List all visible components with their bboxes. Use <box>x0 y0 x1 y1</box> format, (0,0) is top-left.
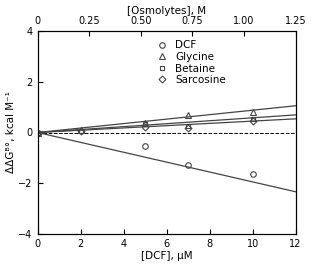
Legend: DCF, Glycine, Betaine, Sarcosine: DCF, Glycine, Betaine, Sarcosine <box>151 41 226 85</box>
Y-axis label: ΔΔGᴮ°, kcal M⁻¹: ΔΔGᴮ°, kcal M⁻¹ <box>6 92 16 174</box>
X-axis label: [DCF], μM: [DCF], μM <box>141 252 193 261</box>
X-axis label: [Osmolytes], M: [Osmolytes], M <box>127 6 206 15</box>
